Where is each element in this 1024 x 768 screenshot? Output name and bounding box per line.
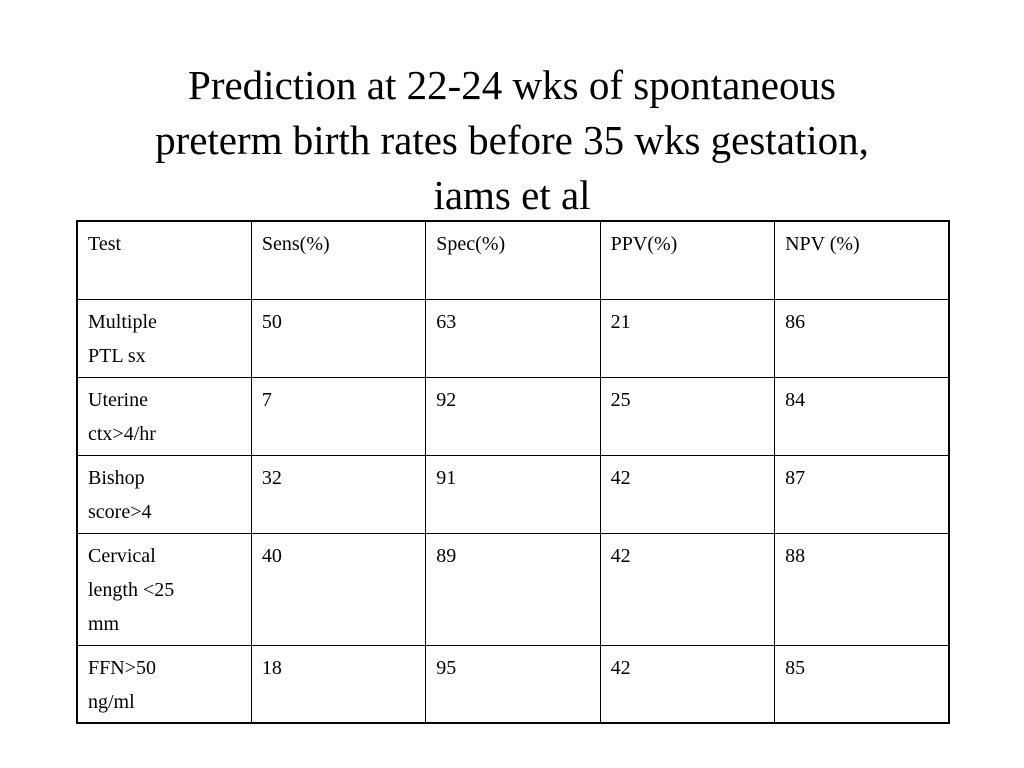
test-cell: Cervical length <25 mm: [76, 532, 252, 646]
sens-cell: 18: [250, 644, 427, 724]
header-cell-npv: NPV (%): [774, 220, 950, 300]
test-name-line: Multiple: [88, 310, 157, 333]
test-cell: Multiple PTL sx: [76, 298, 252, 378]
ppv-cell: 42: [599, 532, 776, 646]
sens-cell: 40: [250, 532, 427, 646]
test-name-line: FFN>50: [88, 656, 156, 679]
ppv-cell: 42: [599, 454, 776, 534]
test-name-line: Cervical: [88, 544, 156, 567]
npv-value: 84: [785, 388, 806, 411]
npv-cell: 84: [774, 376, 950, 456]
test-name-line: score>4: [88, 500, 152, 523]
spec-value: 91: [436, 466, 457, 489]
header-label: PPV(%): [610, 233, 678, 255]
spec-cell: 92: [425, 376, 601, 456]
ppv-value: 25: [610, 388, 631, 411]
test-name-line: length <25: [88, 578, 175, 601]
header-label: NPV (%): [785, 233, 860, 255]
spec-cell: 95: [425, 644, 601, 724]
test-name-line: PTL sx: [88, 344, 146, 367]
spec-value: 92: [436, 388, 457, 411]
ppv-value: 42: [610, 466, 631, 489]
title-line-3: iams et al: [433, 172, 591, 218]
title-line-2: preterm birth rates before 35 wks gestat…: [155, 117, 869, 163]
test-name-line: ng/ml: [88, 690, 135, 713]
results-table: Test Sens(%) Spec(%) PPV(%) NPV (%) Mult…: [76, 220, 950, 724]
title-line-1: Prediction at 22-24 wks of spontaneous: [188, 62, 836, 108]
table-row: Uterine ctx>4/hr 7 92 25 84: [76, 376, 950, 456]
npv-value: 88: [785, 544, 806, 567]
spec-value: 95: [436, 656, 457, 679]
table-row: Bishop score>4 32 91 42 87: [76, 454, 950, 534]
header-cell-spec: Spec(%): [425, 220, 601, 300]
npv-value: 85: [785, 656, 806, 679]
npv-value: 87: [785, 466, 806, 489]
test-name-line: ctx>4/hr: [88, 422, 156, 445]
npv-value: 86: [785, 310, 806, 333]
sens-value: 50: [261, 310, 282, 333]
spec-value: 89: [436, 544, 457, 567]
test-cell: Bishop score>4: [76, 454, 252, 534]
table-row: Multiple PTL sx 50 63 21 86: [76, 298, 950, 378]
test-cell: FFN>50 ng/ml: [76, 644, 252, 724]
ppv-value: 42: [610, 544, 631, 567]
header-cell-ppv: PPV(%): [599, 220, 776, 300]
spec-value: 63: [436, 310, 457, 333]
spec-cell: 89: [425, 532, 601, 646]
sens-value: 18: [261, 656, 282, 679]
npv-cell: 88: [774, 532, 950, 646]
header-cell-test: Test: [76, 220, 252, 300]
header-label: Sens(%): [261, 233, 330, 255]
sens-value: 7: [261, 388, 272, 411]
table-row: Cervical length <25 mm 40 89 42 88: [76, 532, 950, 646]
ppv-cell: 21: [599, 298, 776, 378]
ppv-value: 42: [610, 656, 631, 679]
table-row: FFN>50 ng/ml 18 95 42 85: [76, 644, 950, 724]
sens-cell: 32: [250, 454, 427, 534]
test-name-line: Uterine: [88, 388, 148, 411]
slide-title: Prediction at 22-24 wks of spontaneous p…: [62, 58, 962, 223]
test-cell: Uterine ctx>4/hr: [76, 376, 252, 456]
ppv-cell: 25: [599, 376, 776, 456]
npv-cell: 87: [774, 454, 950, 534]
npv-cell: 85: [774, 644, 950, 724]
test-name-line: mm: [88, 612, 120, 635]
ppv-cell: 42: [599, 644, 776, 724]
header-cell-sens: Sens(%): [250, 220, 427, 300]
table-header-row: Test Sens(%) Spec(%) PPV(%) NPV (%): [76, 220, 950, 300]
ppv-value: 21: [610, 310, 631, 333]
sens-cell: 7: [250, 376, 427, 456]
sens-cell: 50: [250, 298, 427, 378]
spec-cell: 63: [425, 298, 601, 378]
header-label: Spec(%): [436, 233, 506, 255]
sens-value: 32: [261, 466, 282, 489]
sens-value: 40: [261, 544, 282, 567]
test-name-line: Bishop: [88, 466, 145, 489]
spec-cell: 91: [425, 454, 601, 534]
npv-cell: 86: [774, 298, 950, 378]
header-label: Test: [88, 233, 122, 255]
